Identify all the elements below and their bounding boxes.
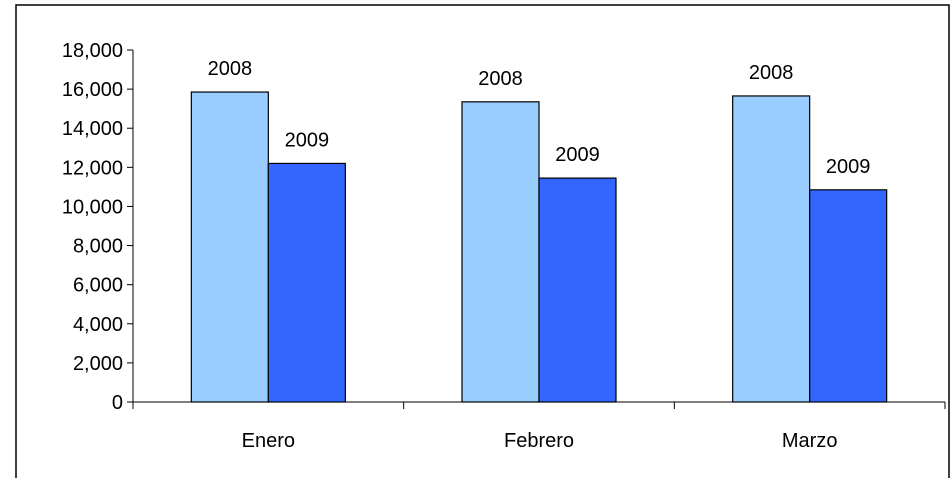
bar-label-2008-febrero: 2008 xyxy=(478,68,523,90)
bar-2008-enero xyxy=(190,91,269,403)
y-tick-label: 0 xyxy=(112,392,123,414)
bars xyxy=(190,91,888,403)
bar-2008-marzo xyxy=(732,95,811,403)
y-tick-label: 16,000 xyxy=(62,79,123,101)
y-tick-label: 2,000 xyxy=(73,353,123,375)
bar-2009-febrero xyxy=(538,177,617,403)
y-tick-label: 14,000 xyxy=(62,118,123,140)
x-tick-label: Febrero xyxy=(504,430,574,452)
bar-label-2009-enero: 2009 xyxy=(285,129,330,151)
bar-label-2008-marzo: 2008 xyxy=(749,62,794,84)
bar-label-2009-febrero: 2009 xyxy=(555,144,600,166)
x-tick-label: Enero xyxy=(242,430,295,452)
bar-2009-enero xyxy=(267,162,346,403)
y-tick-label: 6,000 xyxy=(73,275,123,297)
bar-2009-marzo xyxy=(809,189,888,403)
bar-label-2008-enero: 2008 xyxy=(208,58,253,80)
y-tick-label: 8,000 xyxy=(73,236,123,258)
y-tick-label: 12,000 xyxy=(62,157,123,179)
y-tick-label: 4,000 xyxy=(73,314,123,336)
bar-2008-febrero xyxy=(461,101,540,403)
y-tick-label: 18,000 xyxy=(62,40,123,62)
y-tick-label: 10,000 xyxy=(62,196,123,218)
bar-label-2009-marzo: 2009 xyxy=(826,156,871,178)
y-axis: 0 2,000 4,000 6,000 8,000 10,000 12,000 14,000 1… xyxy=(62,40,134,414)
bar-labels: 2008 2009 2008 2009 2008 2009 xyxy=(208,58,871,178)
x-tick-label: Marzo xyxy=(782,430,838,452)
